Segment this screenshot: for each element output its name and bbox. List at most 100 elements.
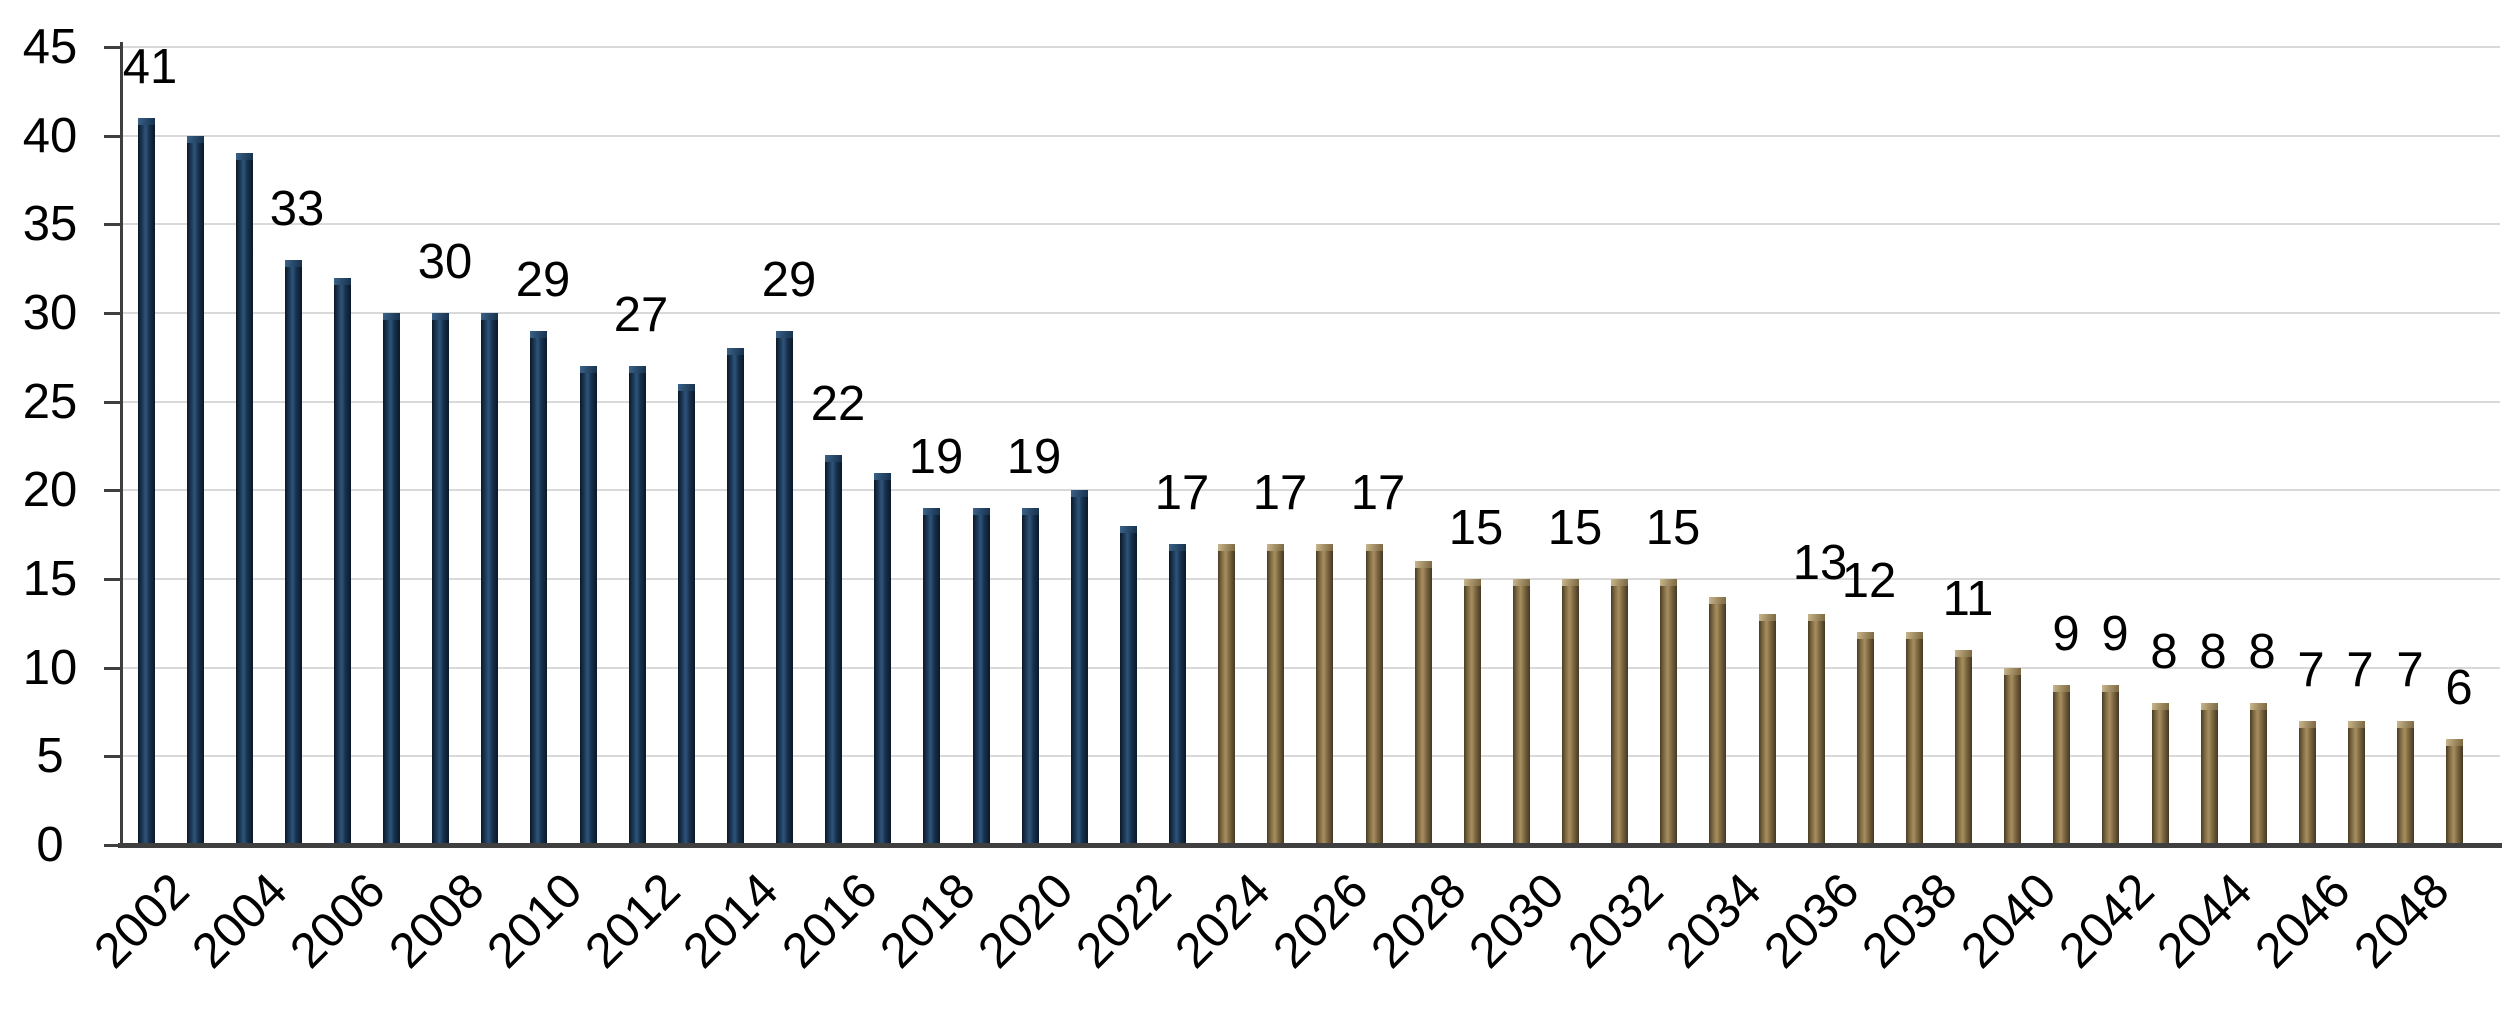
bar-2026 [1316, 543, 1333, 845]
bar-2015 [776, 330, 793, 845]
data-label-2016: 22 [810, 377, 866, 431]
bar-cap-2003 [187, 135, 204, 143]
x-tick-label-2006: 2006 [280, 863, 396, 979]
bar-2021 [1071, 490, 1088, 845]
gridline-y-5 [123, 755, 2500, 758]
data-label-2042: 9 [2101, 607, 2129, 661]
bar-cap-2049 [2446, 738, 2463, 746]
x-tick-label-2028: 2028 [1361, 863, 1477, 979]
data-label-2036: 13 [1792, 536, 1848, 590]
bar-cap-2010 [530, 330, 547, 338]
data-label-2015: 29 [761, 253, 817, 307]
data-label-2039: 11 [1942, 572, 1994, 626]
bar-2048 [2397, 720, 2414, 845]
y-axis-line [120, 42, 123, 847]
y-tick-5 [104, 755, 123, 759]
bar-2041 [2053, 685, 2070, 845]
bar-cap-2040 [2004, 667, 2021, 675]
bar-2019 [973, 508, 990, 845]
x-tick-label-2012: 2012 [575, 863, 691, 979]
x-tick-label-2010: 2010 [477, 863, 593, 979]
data-label-2025: 17 [1252, 466, 1308, 520]
bar-2025 [1267, 543, 1284, 845]
bar-2038 [1906, 632, 1923, 845]
x-tick-label-2030: 2030 [1459, 863, 1575, 979]
data-label-2044: 8 [2199, 625, 2227, 679]
bar-cap-2011 [580, 366, 597, 374]
bar-cap-2042 [2102, 685, 2119, 693]
y-tick-label-40: 40 [22, 108, 78, 163]
bar-cap-2017 [874, 472, 891, 480]
bar-cap-2032 [1611, 579, 1628, 586]
gridline-y-40 [123, 134, 2500, 137]
bar-cap-2025 [1267, 543, 1284, 551]
gridline-y-20 [123, 489, 2500, 492]
bar-cap-2034 [1709, 596, 1726, 604]
bar-cap-2024 [1218, 543, 1235, 551]
bar-2040 [2004, 667, 2021, 845]
y-tick-25 [104, 400, 123, 404]
bar-cap-2030 [1513, 579, 1530, 586]
y-tick-label-5: 5 [36, 729, 64, 784]
data-label-2005: 33 [269, 182, 325, 236]
bar-cap-2048 [2397, 720, 2414, 728]
bar-2039 [1955, 649, 1972, 845]
y-tick-20 [104, 489, 123, 493]
bar-2024 [1218, 543, 1235, 845]
bar-cap-2041 [2053, 685, 2070, 693]
x-tick-label-2014: 2014 [673, 863, 789, 979]
x-tick-label-2046: 2046 [2245, 863, 2361, 979]
x-tick-label-2036: 2036 [1754, 863, 1870, 979]
bar-cap-2019 [973, 508, 990, 516]
bar-cap-2013 [678, 383, 695, 391]
bar-2037 [1857, 632, 1874, 845]
bar-2043 [2152, 703, 2169, 845]
bar-cap-2012 [629, 366, 646, 374]
bar-cap-2028 [1415, 561, 1432, 569]
data-label-2033: 15 [1645, 501, 1701, 555]
bar-cap-2033 [1660, 579, 1677, 586]
gridline-y-15 [123, 578, 2500, 580]
bar-2016 [825, 454, 842, 845]
y-tick-0 [104, 844, 123, 847]
bar-2018 [923, 508, 940, 845]
bar-2023 [1169, 543, 1186, 845]
bar-cap-2008 [432, 313, 449, 320]
y-tick-label-15: 15 [22, 552, 78, 606]
x-tick-label-2018: 2018 [870, 863, 986, 979]
bar-2017 [874, 472, 891, 845]
gridline-y-25 [123, 400, 2500, 403]
data-label-2029: 15 [1448, 501, 1504, 555]
bar-2010 [530, 330, 547, 845]
y-tick-40 [104, 134, 123, 138]
bar-2042 [2102, 685, 2119, 845]
bar-2006 [334, 277, 351, 845]
bar-cap-2016 [825, 454, 842, 462]
y-tick-30 [104, 312, 123, 315]
bar-cap-2036 [1808, 614, 1825, 622]
bar-cap-2007 [383, 313, 400, 320]
data-label-2002: 41 [122, 40, 178, 94]
bar-cap-2029 [1464, 579, 1481, 586]
data-label-2012: 27 [613, 288, 669, 342]
bar-cap-2027 [1366, 543, 1383, 551]
bar-2020 [1022, 508, 1039, 845]
x-tick-label-2026: 2026 [1263, 863, 1379, 979]
x-tick-label-2034: 2034 [1656, 863, 1772, 979]
bar-cap-2014 [727, 348, 744, 356]
bar-cap-2047 [2348, 720, 2365, 728]
bar-2022 [1120, 525, 1137, 845]
y-tick-label-30: 30 [22, 286, 78, 340]
bar-2003 [187, 135, 204, 845]
x-tick-label-2024: 2024 [1165, 863, 1281, 979]
bar-2014 [727, 348, 744, 845]
data-label-2010: 29 [515, 253, 571, 307]
bar-2008 [432, 313, 449, 845]
bar-2033 [1660, 579, 1677, 845]
y-tick-label-35: 35 [22, 197, 78, 252]
bar-2045 [2250, 703, 2267, 845]
bar-cap-2043 [2152, 703, 2169, 711]
bar-2031 [1562, 579, 1579, 845]
data-label-2043: 8 [2150, 625, 2178, 679]
data-label-2045: 8 [2248, 625, 2276, 679]
